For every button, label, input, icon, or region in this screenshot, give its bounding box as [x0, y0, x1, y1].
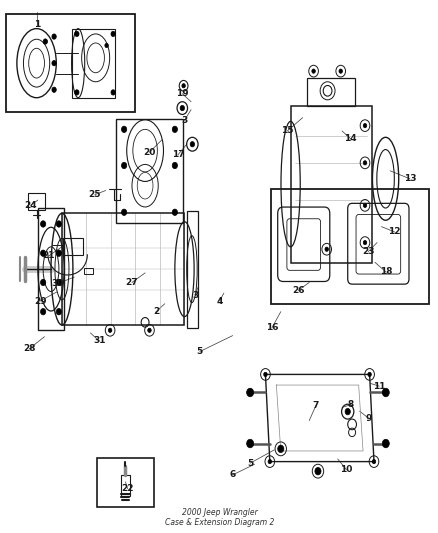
- Bar: [62, 213, 184, 325]
- Circle shape: [362, 161, 366, 165]
- Text: 13: 13: [403, 174, 415, 183]
- Circle shape: [52, 61, 56, 66]
- Circle shape: [190, 142, 194, 147]
- Circle shape: [56, 279, 61, 286]
- Circle shape: [40, 309, 46, 315]
- Circle shape: [172, 126, 177, 133]
- Text: 16: 16: [265, 323, 278, 332]
- Text: 3: 3: [192, 291, 198, 300]
- Text: 20: 20: [143, 148, 155, 157]
- Text: 27: 27: [125, 278, 138, 287]
- Text: 25: 25: [88, 190, 101, 199]
- Circle shape: [362, 203, 366, 207]
- Circle shape: [314, 467, 320, 475]
- Text: 28: 28: [23, 344, 35, 353]
- Circle shape: [121, 209, 127, 215]
- Circle shape: [246, 388, 253, 397]
- Circle shape: [40, 250, 46, 256]
- Circle shape: [56, 309, 61, 315]
- Text: 6: 6: [229, 471, 235, 479]
- Text: 31: 31: [93, 336, 105, 345]
- Circle shape: [56, 221, 61, 227]
- Circle shape: [108, 328, 112, 333]
- Circle shape: [121, 126, 127, 133]
- Text: 30: 30: [51, 279, 64, 288]
- Text: 21: 21: [42, 252, 55, 260]
- Circle shape: [268, 459, 271, 464]
- Text: 29: 29: [34, 296, 46, 305]
- Text: 2: 2: [152, 307, 159, 316]
- Text: 7: 7: [312, 401, 318, 410]
- Text: 23: 23: [361, 247, 374, 256]
- Text: 14: 14: [344, 134, 356, 143]
- Text: 11: 11: [372, 382, 385, 391]
- Bar: [84, 268, 92, 274]
- Circle shape: [338, 69, 342, 73]
- Circle shape: [74, 90, 79, 95]
- Text: 1: 1: [34, 20, 40, 29]
- Text: 18: 18: [379, 268, 391, 276]
- Text: 15: 15: [280, 126, 293, 135]
- Circle shape: [121, 163, 127, 168]
- Circle shape: [111, 31, 115, 37]
- Text: 5: 5: [196, 347, 202, 356]
- Bar: [97, 458, 153, 507]
- Circle shape: [311, 69, 314, 73]
- Circle shape: [362, 240, 366, 245]
- Bar: [121, 475, 130, 496]
- Bar: [290, 106, 371, 263]
- Text: 22: 22: [121, 484, 134, 493]
- Circle shape: [277, 445, 283, 453]
- Circle shape: [40, 279, 46, 286]
- Bar: [271, 189, 427, 304]
- Circle shape: [172, 163, 177, 168]
- Circle shape: [381, 439, 389, 448]
- Text: 5: 5: [247, 459, 253, 467]
- Text: 17: 17: [171, 150, 184, 159]
- Circle shape: [105, 43, 108, 47]
- Circle shape: [362, 124, 366, 128]
- Bar: [115, 119, 183, 223]
- Text: 2000 Jeep Wrangler
Case & Extension Diagram 2: 2000 Jeep Wrangler Case & Extension Diag…: [164, 507, 274, 527]
- Circle shape: [43, 39, 47, 44]
- Bar: [306, 78, 354, 106]
- Circle shape: [52, 34, 56, 39]
- Text: 26: 26: [291, 286, 304, 295]
- Circle shape: [74, 31, 79, 37]
- Circle shape: [344, 408, 350, 415]
- Circle shape: [111, 90, 115, 95]
- Circle shape: [180, 106, 184, 111]
- Circle shape: [381, 388, 389, 397]
- Bar: [6, 14, 135, 112]
- Circle shape: [263, 372, 267, 376]
- Circle shape: [52, 87, 56, 92]
- Bar: [186, 211, 197, 328]
- Bar: [71, 29, 115, 98]
- Circle shape: [172, 209, 177, 215]
- Text: 24: 24: [24, 201, 37, 210]
- Circle shape: [324, 247, 328, 252]
- Circle shape: [181, 84, 185, 88]
- Circle shape: [371, 459, 375, 464]
- Text: 3: 3: [181, 116, 187, 125]
- Circle shape: [367, 372, 371, 376]
- Bar: [38, 208, 64, 330]
- Bar: [63, 238, 82, 255]
- Text: 19: 19: [176, 89, 188, 98]
- Text: 8: 8: [347, 400, 353, 409]
- Circle shape: [148, 328, 151, 333]
- Text: 10: 10: [339, 465, 352, 474]
- Text: 4: 4: [216, 296, 222, 305]
- Circle shape: [246, 439, 253, 448]
- Text: 9: 9: [364, 414, 371, 423]
- Circle shape: [56, 250, 61, 256]
- Text: 12: 12: [387, 228, 400, 237]
- Bar: [28, 193, 45, 210]
- Circle shape: [40, 221, 46, 227]
